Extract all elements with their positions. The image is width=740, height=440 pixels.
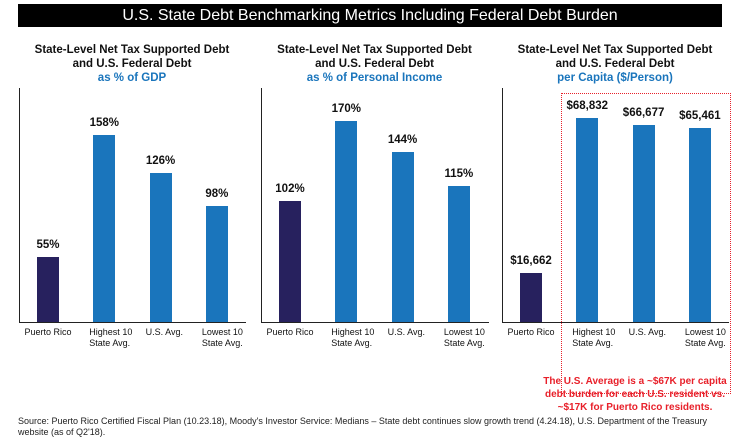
category-label: Highest 10 State Avg. xyxy=(89,327,133,348)
bar xyxy=(391,151,414,322)
chart-title-line: State-Level Net Tax Supported Debt xyxy=(34,44,230,56)
data-label: 55% xyxy=(36,239,60,251)
bar xyxy=(576,118,599,322)
bar xyxy=(279,201,301,322)
chart-title: State-Level Net Tax Supported Debt and U.… xyxy=(12,43,252,85)
data-label: 158% xyxy=(89,117,119,130)
chart-axis xyxy=(502,88,729,323)
bar xyxy=(688,128,711,322)
category-label: Highest 10 State Avg. xyxy=(572,327,616,348)
data-label: $65,461 xyxy=(679,110,721,123)
bar xyxy=(335,121,358,322)
bar xyxy=(447,186,470,322)
chart-subtitle: per Capita ($/Person) xyxy=(557,72,673,84)
category-label: Lowest 10 State Avg. xyxy=(443,327,485,348)
data-label: 170% xyxy=(331,103,361,116)
category-label: Lowest 10 State Avg. xyxy=(201,327,243,348)
category-label: Puerto Rico xyxy=(507,327,555,337)
data-label: 144% xyxy=(387,133,418,146)
data-label: $68,832 xyxy=(566,100,609,113)
source-note: Source: Puerto Rico Certified Fiscal Pla… xyxy=(18,416,708,437)
chart-title-line: and U.S. Federal Debt xyxy=(315,58,434,70)
bar xyxy=(149,173,172,322)
data-label: 115% xyxy=(444,168,474,181)
category-label: U.S. Avg. xyxy=(628,327,666,337)
category-label: Puerto Rico xyxy=(24,327,72,337)
category-label: U.S. Avg. xyxy=(145,327,183,337)
data-label: $16,662 xyxy=(510,254,552,267)
chart-title-line: and U.S. Federal Debt xyxy=(72,58,192,70)
bar xyxy=(37,257,59,322)
category-label: U.S. Avg. xyxy=(387,327,425,337)
callout-note: The U.S. Average is a ~$67K per capita d… xyxy=(543,376,727,413)
bar xyxy=(205,206,228,322)
category-label: Highest 10 State Avg. xyxy=(331,327,375,348)
data-label: 102% xyxy=(275,183,305,196)
highlight-box xyxy=(561,93,731,394)
chart-title: State-Level Net Tax Supported Debt and U.… xyxy=(255,43,495,85)
chart-title-line: State-Level Net Tax Supported Debt xyxy=(517,44,713,56)
data-label: $66,677 xyxy=(622,106,665,119)
chart-title-line: and U.S. Federal Debt xyxy=(555,58,675,70)
data-label: 126% xyxy=(145,155,176,168)
data-label: 98% xyxy=(205,188,229,201)
page-title: U.S. State Debt Benchmarking Metrics Inc… xyxy=(18,4,722,27)
chart-axis xyxy=(261,88,489,323)
category-label: Puerto Rico xyxy=(266,327,314,337)
chart-subtitle: as % of Personal Income xyxy=(306,72,443,84)
chart-axis xyxy=(19,88,246,323)
bar xyxy=(93,135,116,322)
chart-subtitle: as % of GDP xyxy=(97,72,167,84)
chart-title: State-Level Net Tax Supported Debt and U.… xyxy=(495,43,735,85)
category-label: Lowest 10 State Avg. xyxy=(684,327,726,348)
bar xyxy=(520,272,542,322)
chart-title-line: State-Level Net Tax Supported Debt xyxy=(277,44,472,56)
bar xyxy=(632,124,655,322)
